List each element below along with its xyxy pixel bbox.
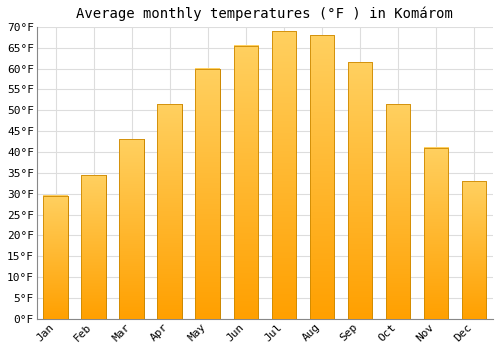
Bar xyxy=(234,46,258,319)
Bar xyxy=(272,31,296,319)
Bar xyxy=(44,196,68,319)
Bar xyxy=(158,104,182,319)
Bar xyxy=(348,62,372,319)
Bar xyxy=(462,181,486,319)
Bar xyxy=(82,175,106,319)
Bar xyxy=(386,104,410,319)
Bar xyxy=(424,148,448,319)
Bar xyxy=(310,35,334,319)
Title: Average monthly temperatures (°F ) in Komárom: Average monthly temperatures (°F ) in Ko… xyxy=(76,7,454,21)
Bar xyxy=(196,69,220,319)
Bar xyxy=(120,139,144,319)
